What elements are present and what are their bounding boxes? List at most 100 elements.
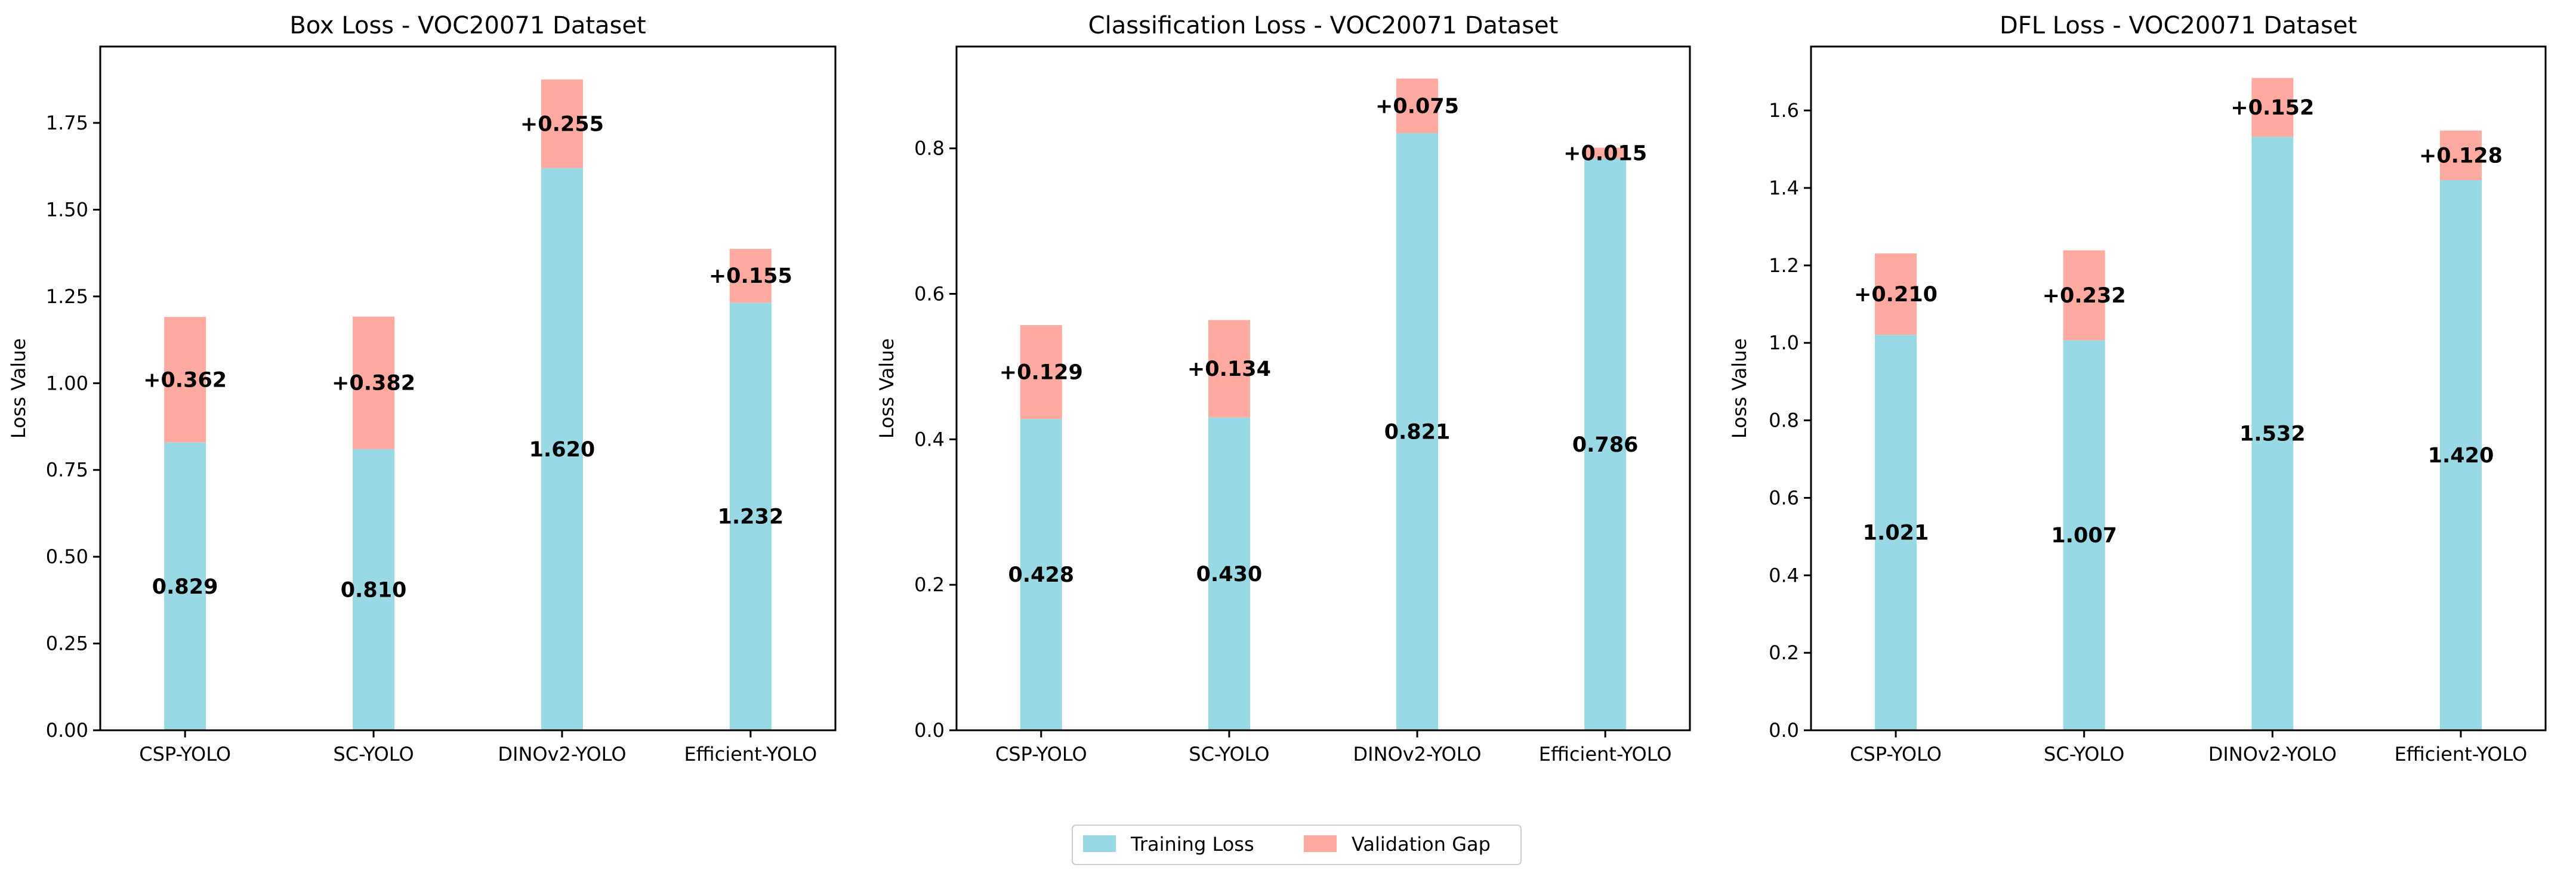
bar-gap-4 (1584, 147, 1627, 159)
bar-label-gap-1: +0.362 (143, 368, 227, 392)
y-tick-label-6: 1.25 (46, 285, 88, 308)
bar-training-1 (164, 442, 206, 730)
x-tick-label-4: Efficient-YOLO (2395, 743, 2528, 765)
y-tick-label-8: 1.75 (46, 112, 88, 134)
bar-gap-4 (729, 249, 772, 303)
plot-frame (1810, 45, 2547, 731)
bar-training-2 (1208, 417, 1250, 730)
bar-label-training-3: 1.532 (2239, 422, 2306, 446)
x-tick-label-2: SC-YOLO (1189, 743, 1269, 765)
x-tick-label-4: Efficient-YOLO (684, 743, 817, 765)
bar-label-gap-2: +0.232 (2043, 284, 2126, 308)
bar-gap-4 (2439, 130, 2482, 181)
y-tick-label-8: 1.4 (1769, 177, 1799, 199)
y-tick-label-1: 0.00 (46, 719, 88, 742)
bar-label-training-1: 0.428 (1008, 563, 1074, 587)
y-tick-label-6: 1.0 (1769, 332, 1799, 354)
bar-gap-3 (541, 79, 583, 168)
plot-frame (99, 45, 837, 731)
bar-training-3 (541, 168, 583, 730)
bar-gap-1 (164, 317, 206, 443)
bar-label-training-4: 1.420 (2428, 444, 2494, 468)
legend-swatch-gap (1304, 835, 1337, 852)
x-tick-label-3: DINOv2-YOLO (1353, 743, 1482, 765)
chart-panel-2: Classification Loss - VOC20071 Dataset Lo… (875, 12, 1691, 765)
bar-training-4 (729, 302, 772, 730)
y-tick-label-2: 0.2 (914, 573, 945, 596)
bar-label-training-4: 1.232 (717, 505, 783, 529)
bar-training-1 (1875, 335, 1917, 730)
y-tick-label-4: 0.6 (914, 283, 945, 305)
bar-label-gap-1: +0.210 (1854, 283, 1938, 307)
bar-label-gap-2: +0.134 (1187, 357, 1271, 381)
bar-gap-3 (1396, 78, 1439, 134)
bar-training-1 (1020, 419, 1062, 730)
y-tick-label-7: 1.50 (46, 198, 88, 221)
y-tick-label-2: 0.2 (1769, 641, 1799, 664)
bar-label-training-1: 0.829 (152, 575, 218, 599)
x-tick-label-1: CSP-YOLO (995, 743, 1087, 765)
x-tick-label-2: SC-YOLO (333, 743, 414, 765)
plot-frame (955, 45, 1691, 731)
chart-title: DFL Loss - VOC20071 Dataset (2000, 12, 2357, 39)
x-tick-label-3: DINOv2-YOLO (498, 743, 626, 765)
bar-training-3 (1396, 133, 1439, 730)
bar-gap-1 (1020, 325, 1062, 419)
chart-title: Classification Loss - VOC20071 Dataset (1088, 12, 1559, 39)
bar-label-gap-2: +0.382 (332, 372, 415, 396)
chart-panel-3: DFL Loss - VOC20071 Dataset Loss Value 1.0… (1728, 12, 2547, 765)
x-tick-label-4: Efficient-YOLO (1539, 743, 1672, 765)
bar-training-4 (2439, 180, 2482, 730)
y-tick-label-1: 0.0 (1769, 719, 1799, 742)
y-tick-label-9: 1.6 (1769, 99, 1799, 122)
bar-label-gap-3: +0.075 (1375, 94, 1459, 118)
bar-gap-2 (353, 316, 395, 449)
chart-panel-1: Box Loss - VOC20071 Dataset Loss Value 0.8… (7, 12, 837, 765)
bar-label-training-4: 0.786 (1572, 433, 1639, 457)
y-tick-label-3: 0.4 (1769, 564, 1799, 586)
y-tick-label-3: 0.50 (46, 545, 88, 568)
bar-gap-2 (2063, 250, 2105, 341)
bar-label-training-1: 1.021 (1863, 521, 1929, 545)
legend-label-training: Training Loss (1130, 833, 1254, 856)
legend-frame (1072, 825, 1522, 865)
legend-swatch-training (1083, 835, 1116, 852)
y-tick-label-4: 0.6 (1769, 486, 1799, 509)
bar-gap-3 (2251, 78, 2294, 137)
bar-training-3 (2251, 137, 2294, 731)
bar-training-2 (2063, 340, 2105, 730)
bar-gap-1 (1875, 253, 1917, 335)
bar-label-training-3: 0.821 (1384, 421, 1451, 444)
bar-label-training-2: 1.007 (2051, 524, 2117, 548)
y-tick-label-4: 0.75 (46, 459, 88, 481)
bar-training-2 (353, 449, 395, 730)
y-tick-label-7: 1.2 (1769, 254, 1799, 277)
bar-gap-2 (1208, 320, 1250, 418)
bar-label-training-3: 1.620 (529, 438, 596, 462)
y-axis-label: Loss Value (1728, 338, 1751, 439)
y-tick-label-5: 0.8 (1769, 409, 1799, 432)
y-tick-label-2: 0.25 (46, 632, 88, 655)
y-tick-label-5: 1.00 (46, 372, 88, 394)
x-tick-label-1: CSP-YOLO (139, 743, 231, 765)
charts-group: Box Loss - VOC20071 Dataset Loss Value 0.8… (7, 12, 2547, 765)
bar-label-gap-4: +0.128 (2419, 144, 2503, 168)
y-tick-label-3: 0.4 (914, 428, 945, 450)
chart-title: Box Loss - VOC20071 Dataset (289, 12, 646, 39)
bar-label-training-2: 0.810 (341, 578, 407, 602)
x-tick-label-2: SC-YOLO (2044, 743, 2124, 765)
legend: Training Loss Validation Gap (1072, 825, 1522, 865)
bar-label-gap-3: +0.255 (520, 112, 604, 136)
bar-label-training-2: 0.430 (1196, 563, 1263, 586)
y-tick-label-5: 0.8 (914, 137, 945, 160)
y-axis-label: Loss Value (7, 338, 30, 439)
legend-label-gap: Validation Gap (1352, 833, 1491, 856)
bar-training-4 (1584, 158, 1627, 731)
x-tick-label-1: CSP-YOLO (1850, 743, 1942, 765)
bar-label-gap-4: +0.015 (1563, 142, 1647, 166)
y-tick-label-1: 0.0 (914, 719, 945, 742)
x-tick-label-3: DINOv2-YOLO (2208, 743, 2337, 765)
y-axis-label: Loss Value (875, 338, 898, 439)
bar-label-gap-3: +0.152 (2231, 96, 2314, 120)
